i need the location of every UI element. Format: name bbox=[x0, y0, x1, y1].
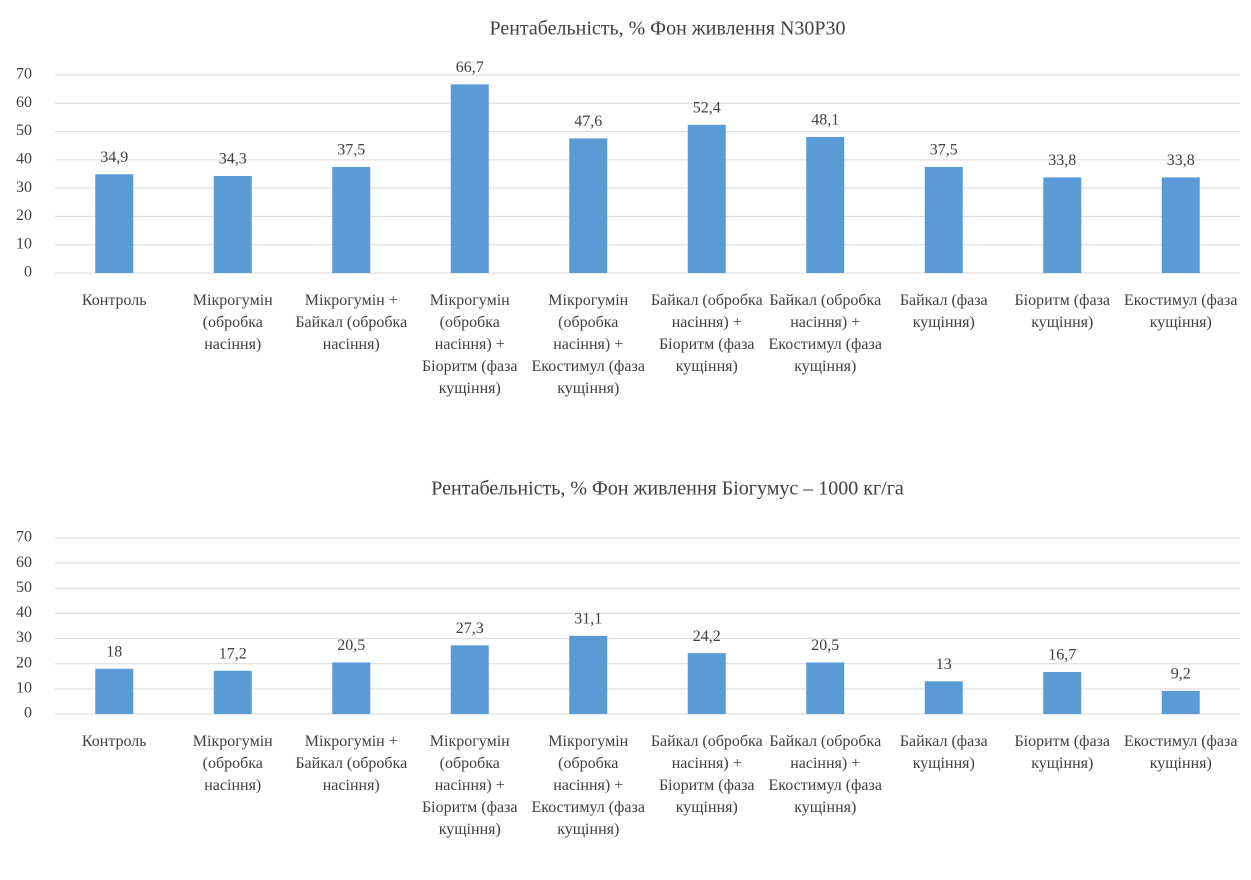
bar bbox=[806, 662, 845, 714]
bar bbox=[1043, 672, 1082, 714]
data-label: 47,6 bbox=[574, 113, 602, 130]
y-tick-label: 40 bbox=[16, 604, 32, 621]
bar bbox=[687, 124, 726, 273]
x-tick-label: Контроль bbox=[81, 733, 147, 750]
data-label: 48,1 bbox=[811, 112, 839, 129]
bar bbox=[569, 138, 608, 273]
y-tick-label: 30 bbox=[16, 629, 32, 646]
chart-title: Рентабельність, % Фон живлення Біогумус … bbox=[431, 478, 904, 500]
bar bbox=[213, 175, 252, 273]
data-label: 52,4 bbox=[693, 99, 721, 116]
bar bbox=[95, 668, 134, 714]
bar bbox=[1161, 177, 1200, 273]
x-tick-label: Мікрогумін (обробка насіння) bbox=[192, 292, 273, 353]
bar bbox=[95, 174, 134, 273]
x-tick-label: Мікрогумін (обробка насіння) bbox=[192, 733, 273, 794]
y-tick-label: 70 bbox=[16, 66, 32, 83]
y-tick-label: 10 bbox=[16, 235, 32, 252]
x-tick-label: Контроль bbox=[81, 292, 147, 309]
data-label: 34,9 bbox=[100, 149, 128, 166]
y-tick-label: 20 bbox=[16, 207, 32, 224]
x-tick-label: Байкал (фаза кущіння) bbox=[899, 733, 988, 772]
data-label: 31,1 bbox=[574, 610, 602, 627]
x-tick-label: Байкал (обробка насіння) + Біоритм (фаза… bbox=[650, 733, 763, 816]
data-label: 37,5 bbox=[930, 142, 958, 159]
x-tick-label: Біоритм (фаза кущіння) bbox=[1014, 292, 1111, 331]
x-tick-label: Мікрогумін (обробка насіння) + Біоритм (… bbox=[421, 292, 518, 397]
x-tick-label: Мікрогумін + Байкал (обробка насіння) bbox=[295, 292, 408, 353]
x-tick-label: Мікрогумін (обробка насіння) + Екостимул… bbox=[531, 733, 645, 838]
y-tick-label: 60 bbox=[16, 94, 32, 111]
x-tick-label: Біоритм (фаза кущіння) bbox=[1014, 733, 1111, 772]
data-label: 27,3 bbox=[456, 620, 484, 637]
data-label: 18 bbox=[106, 643, 122, 660]
x-tick-label: Байкал (фаза кущіння) bbox=[899, 292, 988, 331]
x-tick-label: Мікрогумін (обробка насіння) + Біоритм (… bbox=[421, 733, 518, 838]
chart-title: Рентабельність, % Фон живлення N30P30 bbox=[489, 18, 845, 40]
bar bbox=[450, 645, 489, 714]
bar bbox=[1043, 177, 1082, 273]
data-label: 16,7 bbox=[1048, 647, 1076, 664]
x-tick-label: Мікрогумін (обробка насіння) + Екостимул… bbox=[531, 292, 645, 397]
bar bbox=[332, 662, 371, 714]
x-tick-label: Мікрогумін + Байкал (обробка насіння) bbox=[295, 733, 408, 794]
data-label: 33,8 bbox=[1048, 152, 1076, 169]
bar bbox=[924, 166, 963, 273]
y-tick-label: 70 bbox=[16, 529, 32, 546]
data-label: 37,5 bbox=[337, 142, 365, 159]
data-label: 33,8 bbox=[1167, 152, 1195, 169]
bar bbox=[332, 166, 371, 273]
x-tick-label: Байкал (обробка насіння) + Екостимул (фа… bbox=[768, 733, 882, 816]
data-label: 34,3 bbox=[219, 151, 247, 168]
data-label: 9,2 bbox=[1171, 666, 1191, 683]
data-label: 13 bbox=[936, 656, 952, 673]
x-tick-label: Екостимул (фаза кущіння) bbox=[1124, 292, 1238, 331]
bar bbox=[213, 670, 252, 714]
bar bbox=[1161, 690, 1200, 714]
x-tick-label: Байкал (обробка насіння) + Екостимул (фа… bbox=[768, 292, 882, 375]
x-tick-label: Байкал (обробка насіння) + Біоритм (фаза… bbox=[650, 292, 763, 375]
data-label: 24,2 bbox=[693, 628, 721, 645]
y-tick-label: 0 bbox=[24, 705, 32, 722]
bar bbox=[569, 635, 608, 714]
y-tick-label: 50 bbox=[16, 579, 32, 596]
bar bbox=[450, 84, 489, 273]
y-tick-label: 50 bbox=[16, 122, 32, 139]
data-label: 66,7 bbox=[456, 59, 484, 76]
y-tick-label: 30 bbox=[16, 179, 32, 196]
data-label: 17,2 bbox=[219, 645, 247, 662]
y-tick-label: 40 bbox=[16, 151, 32, 168]
data-label: 20,5 bbox=[811, 637, 839, 654]
bar bbox=[687, 653, 726, 714]
bar bbox=[806, 136, 845, 273]
y-tick-label: 60 bbox=[16, 554, 32, 571]
bar bbox=[924, 681, 963, 714]
data-label: 20,5 bbox=[337, 637, 365, 654]
y-tick-label: 10 bbox=[16, 680, 32, 697]
x-tick-label: Екостимул (фаза кущіння) bbox=[1124, 733, 1238, 772]
y-tick-label: 20 bbox=[16, 654, 32, 671]
y-tick-label: 0 bbox=[24, 264, 32, 281]
